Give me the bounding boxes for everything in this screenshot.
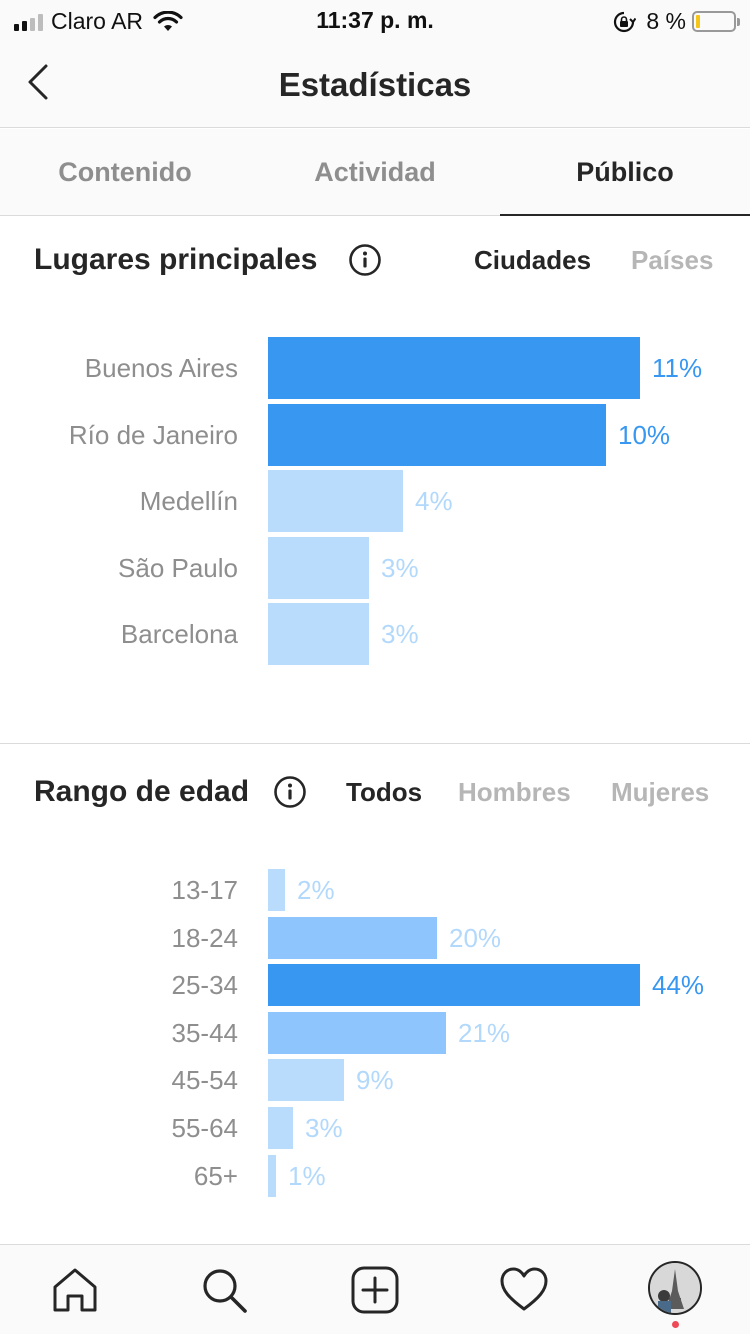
heart-icon[interactable]	[499, 1265, 549, 1315]
add-post-icon[interactable]	[350, 1265, 400, 1315]
bar-category-label: Medellín	[139, 486, 238, 516]
bar-category-label: Buenos Aires	[84, 353, 238, 383]
bar-row: Medellín 4%	[0, 470, 750, 532]
filter-hombres[interactable]: Hombres	[458, 777, 571, 807]
bar-category-label: 25-34	[171, 970, 239, 1001]
bar-value-label: 1%	[288, 1160, 326, 1191]
bar-category-label: 55-64	[171, 1113, 239, 1143]
filter-paises[interactable]: Países	[631, 245, 714, 275]
bar	[268, 603, 369, 665]
age-header: Rango de edad Todos Hombres Mujeres	[0, 775, 750, 835]
bar-category-label: Barcelona	[120, 619, 238, 649]
bar-value-label: 20%	[449, 922, 502, 953]
status-right: 8 %	[612, 8, 740, 35]
bar-value-label: 10%	[618, 419, 671, 450]
bottom-tab-bar	[0, 1244, 750, 1334]
bar	[268, 337, 640, 399]
carrier-name: Claro AR	[51, 8, 144, 34]
bar-value-label: 21%	[458, 1017, 511, 1048]
bar-value-label: 4%	[415, 486, 453, 516]
bar-category-label: 18-24	[171, 922, 239, 953]
signal-icon	[14, 13, 43, 31]
nav-header: Estadísticas	[0, 42, 750, 128]
bar-row: 35-44 21%	[0, 1011, 750, 1054]
bar-row: 55-64 3%	[0, 1107, 750, 1149]
bar-value-label: 9%	[356, 1065, 394, 1096]
bar-value-label: 2%	[297, 875, 335, 905]
bar	[268, 1107, 293, 1149]
bar-category-label: São Paulo	[118, 552, 238, 583]
bar-row: São Paulo 3%	[0, 536, 750, 599]
bar	[268, 1059, 344, 1102]
bar-value-label: 3%	[381, 619, 419, 649]
locations-header: Lugares principales Ciudades Países	[0, 243, 750, 303]
bar-row: 65+ 1%	[0, 1154, 750, 1197]
bar-row: 18-24 20%	[0, 916, 750, 959]
profile-photo	[650, 1263, 700, 1313]
battery-icon	[692, 11, 740, 32]
bar	[268, 1011, 446, 1054]
info-icon[interactable]	[273, 775, 307, 809]
chevron-left-icon[interactable]	[18, 60, 62, 104]
bar-category-label: 65+	[193, 1160, 238, 1191]
bar	[268, 536, 369, 599]
age-title: Rango de edad	[34, 775, 250, 808]
bar-row: 25-34 44%	[0, 964, 750, 1007]
bar-value-label: 44%	[652, 970, 705, 1001]
bar-category-label: Río de Janeiro	[68, 419, 238, 450]
battery-percent: 8 %	[646, 8, 686, 34]
info-icon[interactable]	[348, 243, 382, 277]
wifi-icon	[153, 10, 183, 31]
status-bar: Claro AR 11:37 p. m. 8 %	[0, 0, 750, 42]
status-left: Claro AR	[14, 8, 183, 35]
bar	[268, 964, 640, 1007]
tab-publico[interactable]: Público	[500, 129, 750, 216]
bar-value-label: 3%	[381, 552, 419, 583]
section-divider	[0, 743, 750, 744]
search-icon[interactable]	[199, 1265, 249, 1315]
filter-todos[interactable]: Todos	[346, 777, 423, 807]
tab-contenido[interactable]: Contenido	[58, 157, 192, 187]
insights-tabs: Contenido Actividad Público	[0, 129, 750, 216]
bar-row: Río de Janeiro 10%	[0, 403, 750, 466]
orientation-lock-icon	[614, 11, 637, 32]
bar-value-label: 11%	[652, 353, 703, 383]
bar-row: 13-17 2%	[0, 869, 750, 911]
bar-category-label: 35-44	[171, 1017, 239, 1048]
tab-actividad[interactable]: Actividad	[314, 157, 436, 187]
page-title: Estadísticas	[278, 66, 472, 103]
bar	[268, 869, 285, 911]
notification-dot	[672, 1321, 679, 1328]
home-icon[interactable]	[50, 1265, 100, 1315]
bar	[268, 403, 606, 466]
bar	[268, 1154, 276, 1197]
bar-category-label: 13-17	[171, 875, 239, 905]
bar	[268, 916, 437, 959]
bar-row: Buenos Aires 11%	[0, 337, 750, 399]
locations-title: Lugares principales	[34, 243, 318, 276]
status-time: 11:37 p. m.	[316, 7, 434, 33]
bar-row: Barcelona 3%	[0, 603, 750, 665]
bar-row: 45-54 9%	[0, 1059, 750, 1102]
bar-value-label: 3%	[305, 1113, 343, 1143]
filter-mujeres[interactable]: Mujeres	[611, 777, 710, 807]
battery-fill	[696, 15, 700, 28]
bar-category-label: 45-54	[171, 1065, 239, 1096]
bar	[268, 470, 403, 532]
filter-ciudades[interactable]: Ciudades	[474, 245, 592, 275]
profile-avatar[interactable]	[648, 1261, 702, 1315]
